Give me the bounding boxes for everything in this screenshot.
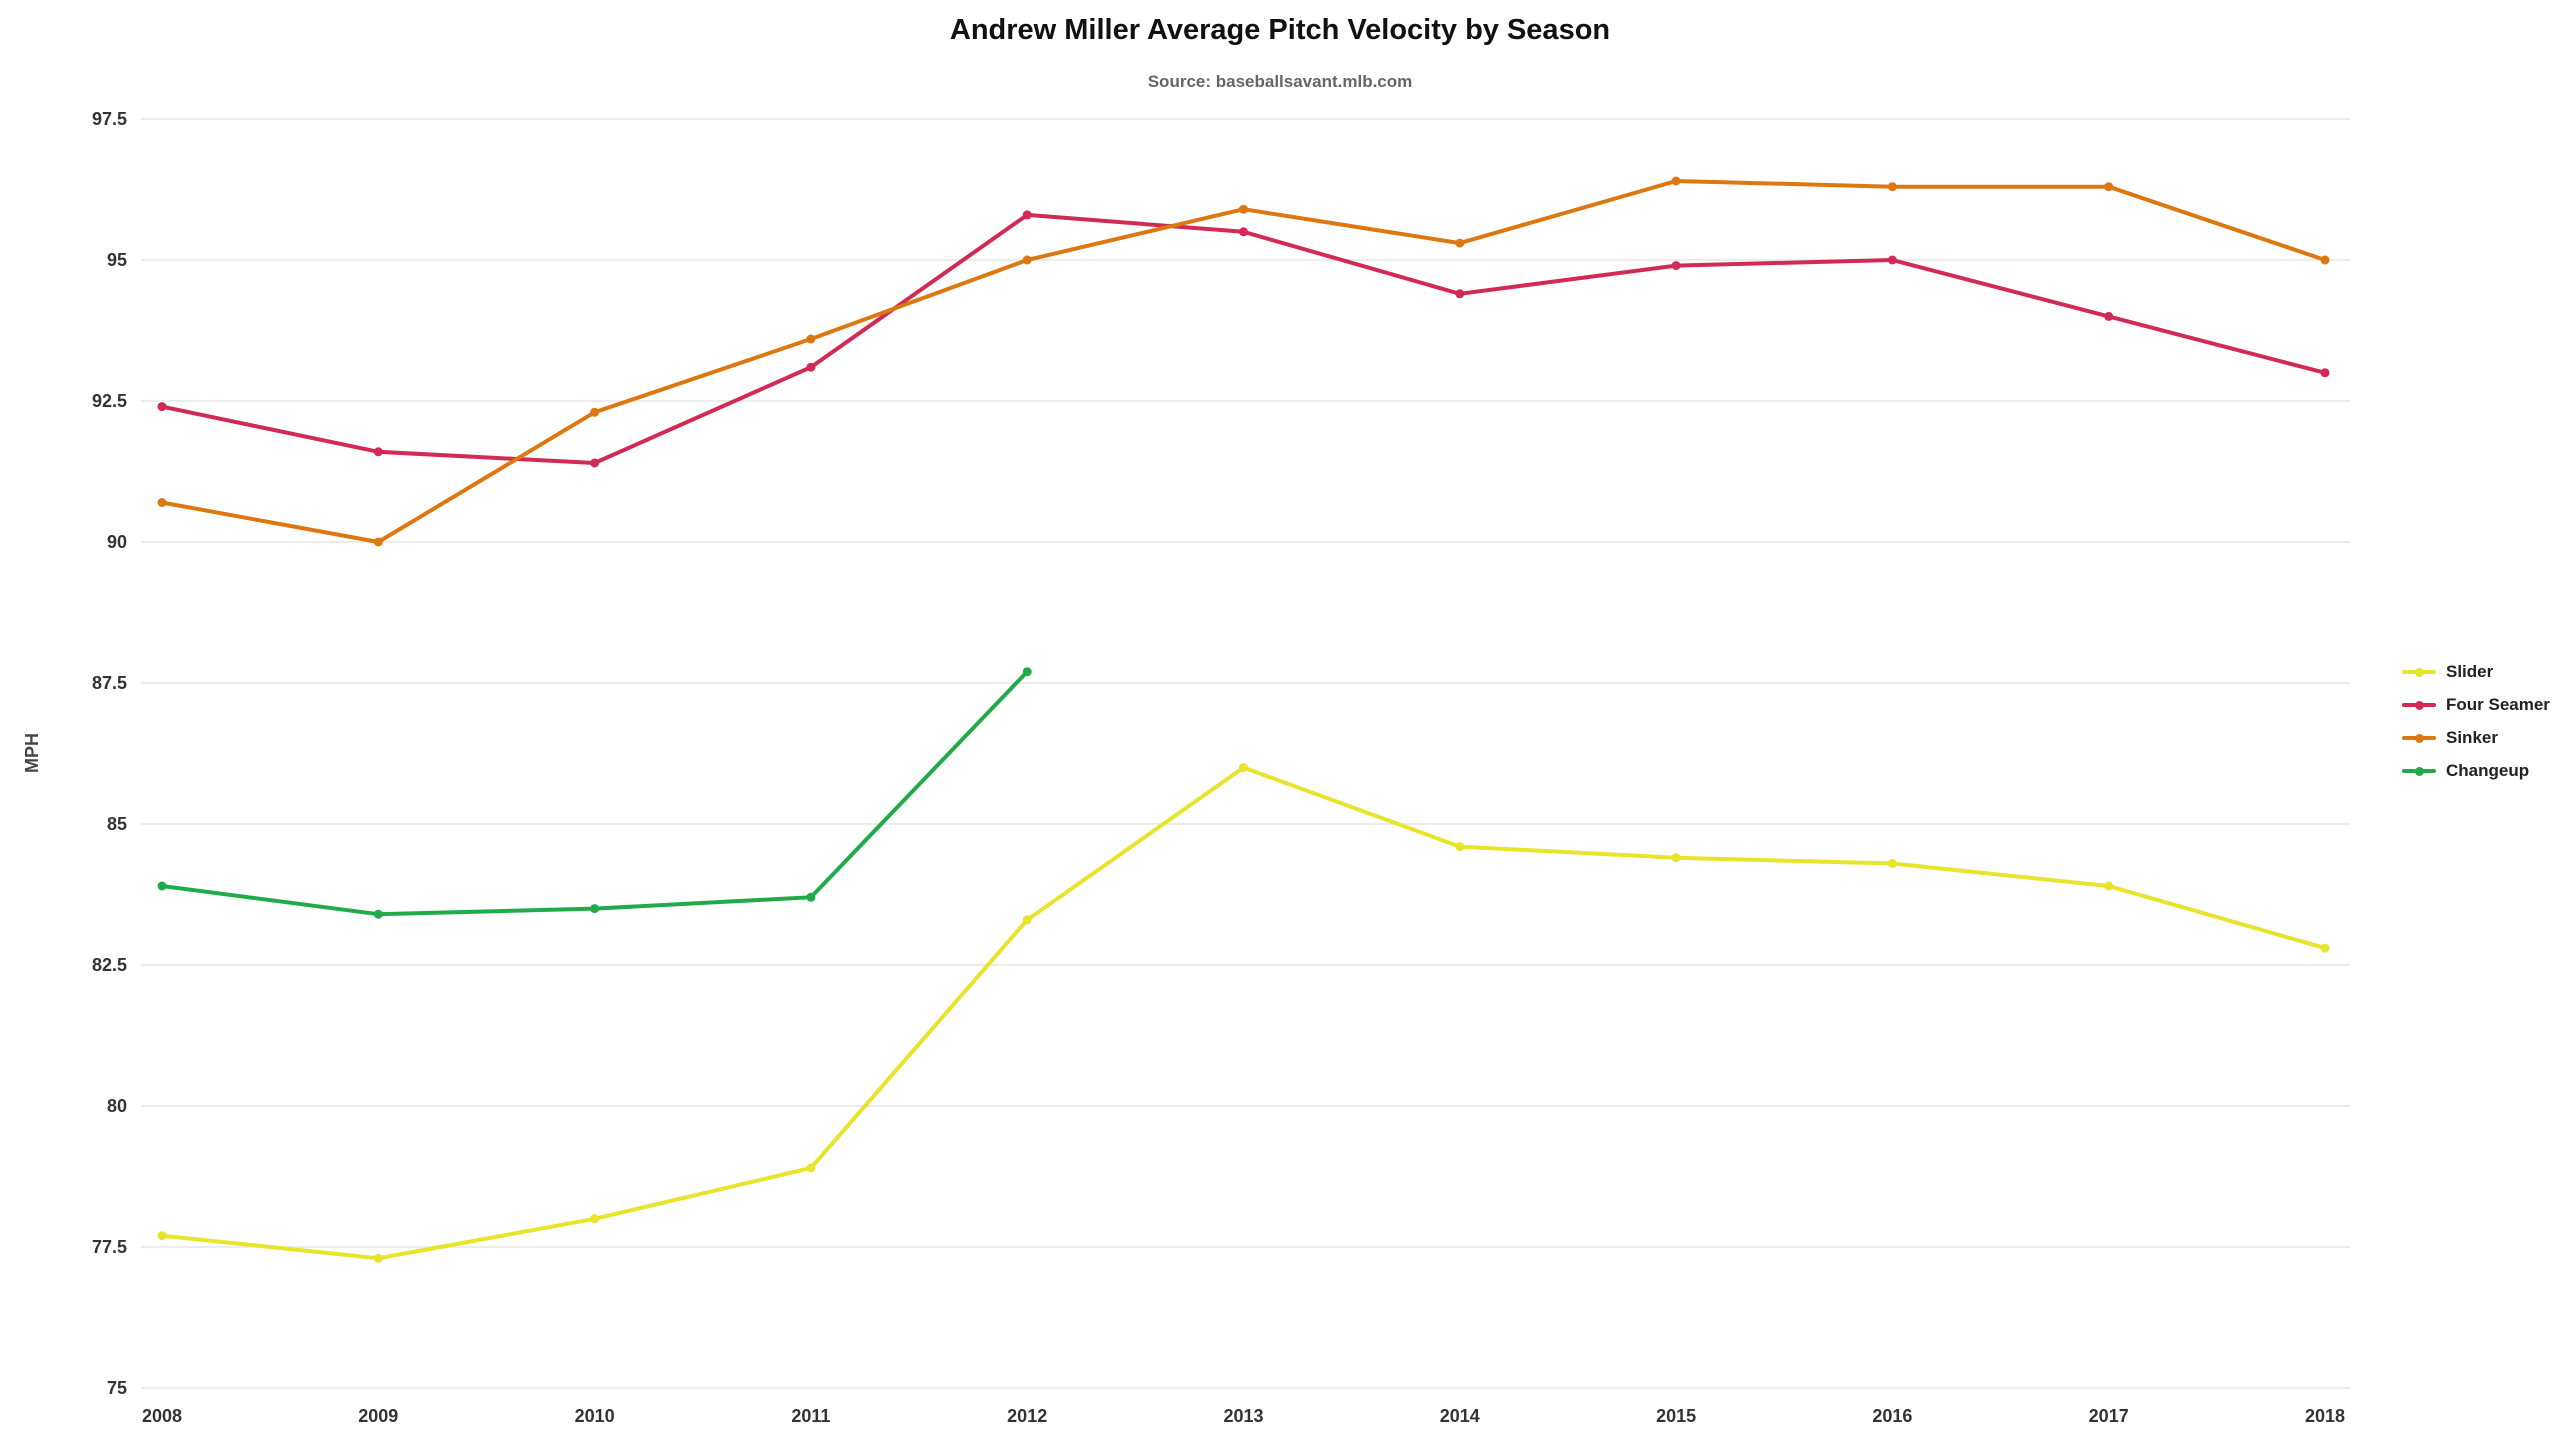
series-marker-sinker bbox=[373, 537, 383, 547]
legend-label-sinker: Sinker bbox=[2446, 728, 2498, 747]
series-marker-slider bbox=[2104, 881, 2114, 891]
chart-subtitle: Source: baseballsavant.mlb.com bbox=[1147, 72, 1413, 91]
series-marker-sinker bbox=[2320, 255, 2330, 265]
series-marker-four-seamer bbox=[2104, 311, 2114, 321]
x-tick-label: 2010 bbox=[575, 1406, 615, 1426]
series-marker-changeup bbox=[373, 909, 383, 919]
legend-item-sinker[interactable]: Sinker bbox=[2402, 728, 2550, 748]
series-marker-four-seamer bbox=[2320, 368, 2330, 378]
chart-title: Andrew Miller Average Pitch Velocity by … bbox=[949, 14, 1611, 46]
series-marker-slider bbox=[590, 1214, 600, 1224]
y-tick-label: 85 bbox=[107, 814, 127, 834]
x-tick-label: 2009 bbox=[358, 1406, 398, 1426]
y-tick-label: 90 bbox=[107, 532, 127, 552]
series-marker-changeup bbox=[590, 904, 600, 914]
legend-label-slider: Slider bbox=[2446, 662, 2494, 681]
series-marker-slider bbox=[157, 1231, 167, 1241]
legend-label-changeup: Changeup bbox=[2446, 761, 2530, 780]
series-marker-slider bbox=[1671, 853, 1681, 863]
legend-item-four-seamer[interactable]: Four Seamer bbox=[2402, 695, 2550, 715]
series-marker-changeup bbox=[157, 881, 167, 891]
legend-item-slider[interactable]: Slider bbox=[2402, 662, 2550, 682]
series-line-changeup bbox=[160, 669, 1030, 917]
legend-label-four-seamer: Four Seamer bbox=[2446, 695, 2550, 714]
series-marker-slider bbox=[806, 1163, 816, 1173]
series-marker-sinker bbox=[590, 407, 600, 417]
series-marker-changeup bbox=[806, 892, 816, 902]
y-tick-label: 75 bbox=[107, 1378, 127, 1398]
series-marker-four-seamer bbox=[1887, 255, 1897, 265]
y-tick-label: 80 bbox=[107, 1096, 127, 1116]
series-marker-sinker bbox=[1671, 176, 1681, 186]
series-marker-slider bbox=[1239, 763, 1248, 773]
series-marker-slider bbox=[373, 1253, 383, 1263]
y-tick-label: 87.5 bbox=[92, 673, 127, 693]
series-marker-four-seamer bbox=[1239, 227, 1248, 237]
x-tick-label: 2013 bbox=[1223, 1406, 1263, 1426]
series-marker-four-seamer bbox=[1455, 289, 1465, 299]
y-tick-label: 97.5 bbox=[92, 109, 127, 129]
series-marker-slider bbox=[1022, 915, 1032, 925]
series-marker-four-seamer bbox=[590, 458, 600, 468]
x-tick-label: 2008 bbox=[142, 1406, 182, 1426]
y-axis-label: MPH bbox=[22, 733, 42, 773]
series-line-four-seamer bbox=[160, 212, 2327, 465]
legend-swatch-changeup bbox=[2402, 766, 2436, 776]
y-tick-label: 92.5 bbox=[92, 391, 127, 411]
legend-swatch-sinker bbox=[2402, 733, 2436, 743]
x-tick-label: 2012 bbox=[1007, 1406, 1047, 1426]
series-marker-sinker bbox=[806, 334, 816, 344]
series-marker-four-seamer bbox=[157, 402, 167, 412]
series-marker-changeup bbox=[1022, 667, 1032, 677]
x-tick-label: 2014 bbox=[1440, 1406, 1480, 1426]
y-tick-label: 95 bbox=[107, 250, 127, 270]
series-marker-sinker bbox=[2104, 182, 2114, 192]
series-line-slider bbox=[160, 765, 2327, 1261]
y-tick-label: 77.5 bbox=[92, 1237, 127, 1257]
x-tick-label: 2011 bbox=[791, 1406, 830, 1426]
series-marker-sinker bbox=[1239, 204, 1248, 214]
legend-swatch-four-seamer bbox=[2402, 700, 2436, 710]
series-marker-slider bbox=[1455, 842, 1465, 852]
series-marker-four-seamer bbox=[806, 362, 816, 372]
series-marker-four-seamer bbox=[1022, 210, 1032, 220]
series-marker-sinker bbox=[1887, 182, 1897, 192]
series-marker-sinker bbox=[157, 498, 167, 507]
legend-item-changeup[interactable]: Changeup bbox=[2402, 761, 2550, 781]
series-marker-sinker bbox=[1022, 255, 1032, 265]
series-marker-four-seamer bbox=[373, 447, 383, 457]
series-marker-slider bbox=[1887, 859, 1897, 868]
series-marker-four-seamer bbox=[1671, 261, 1681, 271]
x-tick-label: 2018 bbox=[2305, 1406, 2345, 1426]
x-tick-label: 2017 bbox=[2089, 1406, 2129, 1426]
series-marker-slider bbox=[2320, 943, 2330, 953]
legend: Slider Four Seamer Sinker Changeup bbox=[2402, 662, 2550, 781]
y-tick-label: 82.5 bbox=[92, 955, 127, 975]
x-tick-label: 2016 bbox=[1872, 1406, 1912, 1426]
x-tick-label: 2015 bbox=[1656, 1406, 1696, 1426]
legend-swatch-slider bbox=[2402, 667, 2436, 677]
series-marker-sinker bbox=[1455, 238, 1465, 248]
